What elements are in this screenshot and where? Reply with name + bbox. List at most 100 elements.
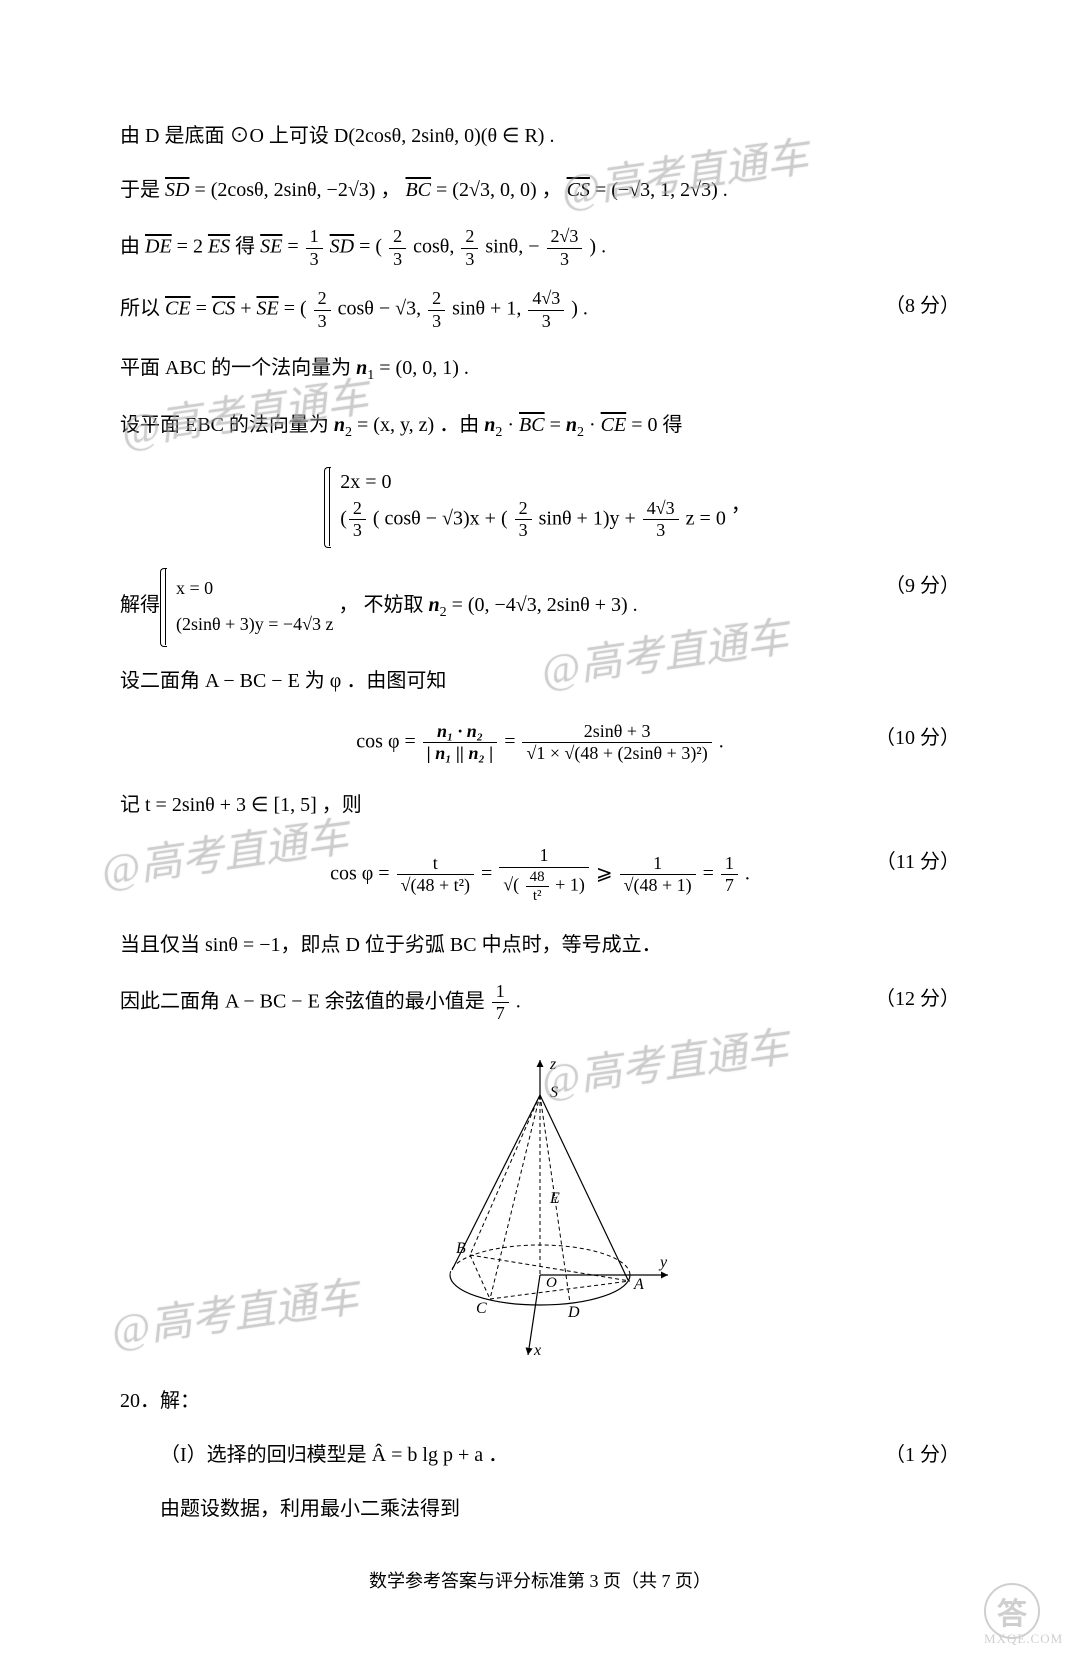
den: 3 <box>461 249 478 271</box>
vec-ce: CE <box>165 298 191 320</box>
num: 48 <box>526 868 549 887</box>
sub: 2 <box>495 425 502 440</box>
den: 3 <box>528 311 564 333</box>
fraction: 4√33 <box>528 288 564 332</box>
t: 于是 <box>120 179 165 201</box>
den: 3 <box>547 249 583 271</box>
den: √( 48 t² + 1) <box>499 868 589 905</box>
fraction: 1 √( 48 t² + 1) <box>499 845 589 905</box>
page-container: @高考直通车 @高考直通车 @高考直通车 @高考直通车 @高考直通车 @高考直通… <box>0 0 1080 1653</box>
vector-n2: n <box>566 414 577 436</box>
t: sinθ, − <box>485 236 539 258</box>
vec-ce: CE <box>601 414 627 436</box>
t: （I）选择的回归模型是 Â = b lg p + a ． <box>160 1444 508 1466</box>
num: 2√3 <box>547 226 583 249</box>
fraction: 1 7 <box>721 853 738 897</box>
score-marker: （1 分） <box>885 1437 960 1473</box>
t: + 1 <box>555 874 579 894</box>
sub: 1 <box>367 368 374 383</box>
fraction: 23 <box>515 498 532 542</box>
vector-n2: n <box>428 594 439 616</box>
t: = 2 <box>177 236 203 258</box>
sub: 2 <box>440 605 447 620</box>
point-e-label: E <box>549 1190 560 1207</box>
text-line: 解得 x = 0 (2sinθ + 3)y = −4√3 z ， 不妨取 n2 … <box>120 568 960 645</box>
den: 7 <box>721 875 738 897</box>
t: ) . <box>589 236 606 258</box>
text-line: 记 t = 2sinθ + 3 ∈ [1, 5] ，则 <box>120 787 960 823</box>
fraction: 2sinθ + 3 √1 × √(48 + (2sinθ + 3)²) <box>522 721 711 765</box>
equation: cos φ = t √(48 + t²) = 1 √( 48 t² + 1) ⩾… <box>120 845 960 905</box>
num: 2 <box>428 288 445 311</box>
t: = <box>287 236 303 258</box>
vector-n2: n <box>334 414 345 436</box>
text-line: 由 DE = 2 ES 得 SE = 1 3 SD = ( 23 cosθ, 2… <box>120 226 960 270</box>
eq-row: x = 0 <box>176 572 333 604</box>
vec-es: ES <box>208 236 230 258</box>
fraction: 48 t² <box>526 868 549 905</box>
t: sinθ + 1, <box>452 298 526 320</box>
vec-sd: SD <box>330 236 354 258</box>
axis-x-label: x <box>533 1342 541 1359</box>
num: 1 <box>306 226 323 249</box>
equation: cos φ = n₁ · n₂ | n₁ || n₂ | = 2sinθ + 3… <box>120 721 960 765</box>
score-marker: （12 分） <box>875 981 960 1017</box>
text-line: 于是 SD = (2cosθ, 2sinθ, −2√3) ， BC = (2√3… <box>120 172 960 208</box>
t: = ( <box>359 236 382 258</box>
fraction: 1 7 <box>492 981 509 1025</box>
t: + <box>240 298 256 320</box>
logo-subtext: MXQE.COM <box>984 1631 1063 1647</box>
num: t <box>397 853 474 876</box>
t: cosθ − √3, <box>338 298 427 320</box>
equation-system: 2x = 0 (23 ( cosθ − √3)x + ( 23 sinθ + 1… <box>120 467 960 546</box>
t: = (2cosθ, 2sinθ, −2√3) ， <box>194 179 400 201</box>
point-o-label: O <box>546 1275 557 1291</box>
den: 3 <box>428 311 445 333</box>
num: 1 <box>620 853 696 876</box>
text-line: 所以 CE = CS + SE = ( 23 cosθ − √3, 23 sin… <box>120 288 960 332</box>
text-line: 由 D 是底面 ⊙O 上可设 D(2cosθ, 2sinθ, 0)(θ ∈ R)… <box>120 118 960 154</box>
t: . <box>719 730 724 752</box>
den: √(48 + 1) <box>620 875 696 897</box>
text-line: 因此二面角 A − BC − E 余弦值的最小值是 1 7 . （12 分） <box>120 981 960 1025</box>
text-line: 由题设数据，利用最小二乘法得到 <box>120 1491 960 1527</box>
t: = 0 得 <box>631 414 682 436</box>
t: · <box>507 414 519 436</box>
t: . <box>516 990 521 1012</box>
t: = (−√3, 1, 2√3) . <box>595 179 728 201</box>
t: = <box>481 862 497 884</box>
fraction: t √(48 + t²) <box>397 853 474 897</box>
fraction: 4√33 <box>643 498 679 542</box>
eq-row: 2x = 0 <box>340 471 726 494</box>
score-marker: （8 分） <box>885 288 960 324</box>
vector-n1: n <box>356 357 367 379</box>
t: = <box>703 862 719 884</box>
num: 1 <box>499 845 589 868</box>
fraction: 23 <box>389 226 406 270</box>
t: cos φ = <box>356 730 420 752</box>
brace: x = 0 (2sinθ + 3)y = −4√3 z <box>165 568 333 645</box>
vec-se: SE <box>256 298 278 320</box>
eq-row: (23 ( cosθ − √3)x + ( 23 sinθ + 1)y + 4√… <box>340 498 726 542</box>
den: | n₁ || n₂ | <box>423 743 497 765</box>
den: 3 <box>314 311 331 333</box>
t: cosθ, <box>413 236 459 258</box>
t: = ( <box>284 298 307 320</box>
corner-logo: 答 MXQE.COM <box>984 1583 1064 1643</box>
t: √ <box>503 874 513 894</box>
vec-cs: CS <box>567 179 590 201</box>
t: cos φ = <box>330 862 394 884</box>
t: · <box>589 414 601 436</box>
num: 4√3 <box>528 288 564 311</box>
den: 3 <box>389 249 406 271</box>
watermark: @高考直通车 <box>107 1263 362 1358</box>
t: = <box>550 414 566 436</box>
fraction: 1 √(48 + 1) <box>620 853 696 897</box>
vec-cs: CS <box>212 298 235 320</box>
t: . <box>745 862 750 884</box>
text-line: 平面 ABC 的一个法向量为 n1 = (0, 0, 1) . <box>120 350 960 388</box>
t: ( cosθ − √3)x + ( <box>373 507 508 529</box>
t: = <box>504 730 520 752</box>
t: 得 <box>235 236 260 258</box>
t: 所以 <box>120 298 165 320</box>
